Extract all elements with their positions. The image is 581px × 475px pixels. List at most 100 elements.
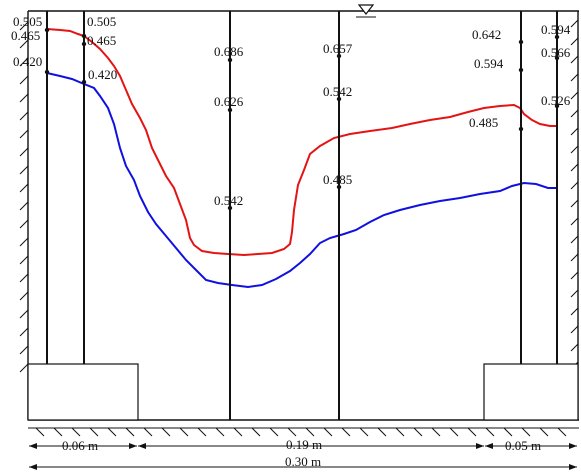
left-wall-hatching — [19, 21, 29, 373]
measurement-point — [227, 57, 233, 63]
pole-2-labels: 0.505 0.465 0.420 — [87, 14, 117, 82]
pole-6-label-low: 0.526 — [541, 93, 571, 108]
hatch-mark — [125, 427, 135, 437]
dimension-middle: 0.19 m — [138, 437, 484, 452]
hatch-mark — [179, 427, 189, 437]
dimension-right-label: 0.05 m — [505, 438, 541, 453]
hatch-mark — [570, 145, 579, 154]
pole-6-labels: 0.594 0.566 0.526 — [541, 22, 571, 108]
hatch-mark — [570, 127, 579, 136]
hatch-mark — [251, 427, 261, 437]
hatch-mark — [19, 57, 29, 67]
dimension-left: 0.06 m — [29, 438, 137, 453]
hatch-mark — [570, 217, 579, 226]
pole-2-label-mid: 0.465 — [87, 33, 116, 48]
hatch-mark — [570, 163, 579, 172]
dimension-total: 0.30 m — [29, 454, 577, 470]
measurement-point — [518, 126, 524, 132]
pole-2-label-low: 0.420 — [88, 67, 117, 82]
hatch-mark — [89, 427, 99, 437]
pole-1-label-top: 0.505 — [13, 14, 42, 29]
hatch-mark — [19, 327, 29, 337]
hatch-mark — [233, 427, 243, 437]
measurement-point — [336, 53, 342, 59]
hatch-mark — [570, 289, 579, 298]
pole-6-label-top: 0.594 — [541, 22, 571, 37]
hatch-mark — [53, 427, 63, 437]
hatch-mark — [269, 427, 279, 437]
hatch-mark — [19, 183, 29, 193]
measurement-point — [554, 103, 560, 109]
pole-1-labels: 0.505 0.465 0.420 — [11, 14, 42, 69]
pole-4-label-low: 0.485 — [323, 172, 352, 187]
measurement-point — [44, 69, 50, 75]
hatch-mark — [570, 91, 579, 100]
left-wall — [19, 11, 29, 420]
hatch-mark — [161, 427, 171, 437]
measurement-points — [44, 27, 560, 211]
hatch-mark — [19, 219, 29, 229]
pole-6-label-mid: 0.566 — [541, 45, 571, 60]
pole-1-label-low: 0.420 — [13, 54, 42, 69]
measurement-point — [81, 79, 87, 85]
pole-1-label-mid: 0.465 — [11, 28, 40, 43]
hatch-mark — [485, 427, 495, 437]
pole-2-label-top: 0.505 — [87, 14, 116, 29]
right-step-block — [483, 363, 579, 421]
hatch-mark — [19, 345, 29, 355]
hatch-mark — [570, 181, 579, 190]
pole-3-labels: 0.686 0.626 0.542 — [214, 44, 244, 208]
measurement-point — [336, 96, 342, 102]
measurement-point — [81, 33, 87, 39]
hatch-mark — [19, 75, 29, 85]
hatch-mark — [143, 427, 153, 437]
hatch-mark — [35, 427, 45, 437]
dimension-right: 0.05 m — [485, 438, 577, 453]
hatch-mark — [305, 427, 315, 437]
hatch-mark — [19, 129, 29, 139]
hatch-mark — [341, 427, 351, 437]
hatch-mark — [570, 235, 579, 244]
hatch-mark — [19, 255, 29, 265]
left-step-block — [27, 363, 139, 421]
hatch-mark — [570, 271, 579, 280]
hatch-mark — [431, 427, 441, 437]
measurement-point — [518, 67, 524, 73]
pole-3-label-mid: 0.626 — [214, 94, 244, 109]
hatch-mark — [467, 427, 477, 437]
hatch-mark — [19, 39, 29, 49]
hatch-mark — [449, 427, 459, 437]
hatch-mark — [570, 253, 579, 262]
measurement-point — [554, 55, 560, 61]
hatch-mark — [570, 199, 579, 208]
dimension-left-label: 0.06 m — [62, 438, 98, 453]
hatch-mark — [570, 307, 579, 316]
hatch-mark — [570, 19, 579, 28]
hatch-mark — [521, 427, 531, 437]
hatch-mark — [19, 237, 29, 247]
blue-profile-curve — [46, 72, 556, 289]
hatch-mark — [570, 109, 579, 118]
measurement-point — [554, 34, 560, 40]
hatch-mark — [19, 363, 29, 373]
hatch-mark — [19, 111, 29, 121]
measurement-point — [44, 27, 50, 33]
right-wall — [570, 11, 579, 420]
hatch-mark — [377, 427, 387, 437]
hatch-mark — [570, 343, 579, 352]
hatch-mark — [539, 427, 549, 437]
hatch-mark — [359, 427, 369, 437]
hatch-mark — [570, 325, 579, 334]
hatch-mark — [19, 147, 29, 157]
hatch-mark — [19, 273, 29, 283]
pole-3-label-low: 0.542 — [214, 193, 243, 208]
hatch-mark — [19, 201, 29, 211]
dimension-total-label: 0.30 m — [285, 454, 321, 469]
hatch-mark — [570, 37, 579, 46]
hatch-mark — [19, 165, 29, 175]
hatch-mark — [19, 21, 29, 31]
pole-5-label-mid: 0.594 — [474, 56, 504, 71]
hatch-mark — [570, 73, 579, 82]
red-profile-curve — [46, 28, 556, 257]
